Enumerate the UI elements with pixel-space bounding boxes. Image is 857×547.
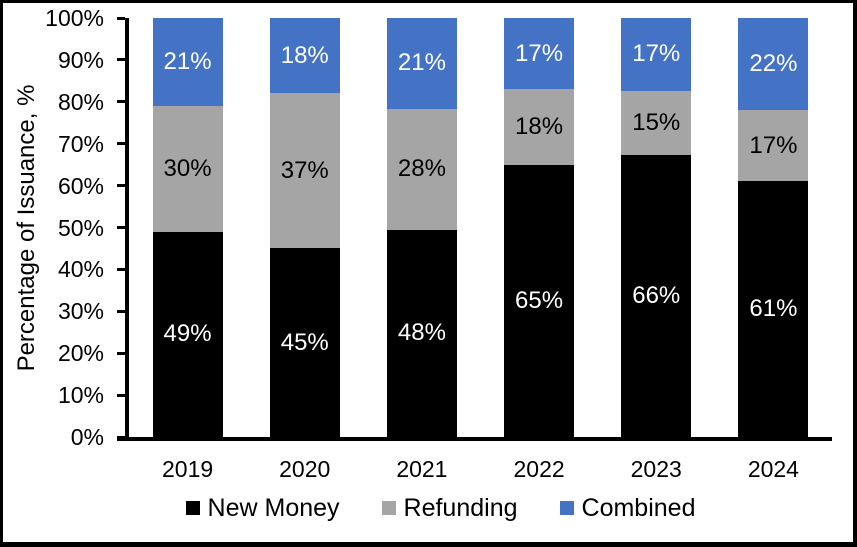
bar-segment-value-label: 18% [515, 112, 564, 140]
bar-segment-2024-refunding: 17% [738, 110, 809, 182]
y-tick-label-50pct: 50% [57, 214, 104, 241]
legend-item-combined: Combined [559, 493, 696, 523]
x-axis-label-2022: 2022 [513, 456, 565, 482]
y-tick-mark [117, 309, 125, 313]
y-tick-label-10pct: 10% [57, 382, 104, 409]
y-tick-mark [117, 184, 125, 188]
y-tick-mark [117, 16, 125, 20]
x-axis-label-2024: 2024 [747, 456, 799, 482]
x-axis-label-2021: 2021 [396, 456, 448, 482]
legend-label-combined: Combined [581, 493, 696, 522]
bar-segment-2022-new-money: 65% [504, 164, 575, 437]
bar-segment-2024-combined: 22% [738, 18, 809, 111]
bar-segment-value-label: 22% [749, 50, 798, 78]
bar-segment-2021-combined: 21% [386, 18, 457, 109]
x-axis-label-2020: 2020 [279, 456, 331, 482]
bar-segment-2023-refunding: 15% [621, 90, 692, 155]
bar-segment-value-label: 45% [280, 328, 329, 356]
y-tick-label-80pct: 80% [57, 88, 104, 115]
legend-swatch-combined [559, 501, 574, 515]
bar-segment-2023-new-money: 66% [621, 154, 692, 437]
bar-segment-value-label: 15% [632, 108, 681, 136]
y-tick-label-30pct: 30% [57, 298, 104, 325]
bar-segment-value-label: 65% [515, 286, 564, 314]
y-tick-label-60pct: 60% [57, 172, 104, 199]
x-axis-label-2019: 2019 [161, 456, 214, 482]
y-tick-mark [117, 267, 125, 271]
bar-segment-2024-new-money: 61% [738, 181, 809, 437]
y-tick-label-20pct: 20% [57, 340, 104, 367]
y-tick-mark [117, 351, 125, 355]
bar-segment-2022-refunding: 18% [504, 89, 575, 165]
legend-item-refunding: Refunding [381, 493, 518, 523]
bar-segment-2021-refunding: 28% [386, 108, 457, 230]
legend-item-new-money: New Money [185, 493, 340, 523]
bar-segment-2019-refunding: 30% [152, 105, 223, 232]
y-tick-mark [117, 142, 125, 146]
bar-segment-value-label: 21% [397, 49, 446, 77]
bar-segment-value-label: 37% [280, 156, 329, 184]
bar-segment-value-label: 48% [397, 319, 446, 347]
y-tick-label-90pct: 90% [57, 46, 104, 73]
chart-legend: New Money Refunding Combined [0, 492, 857, 524]
bar-segment-2020-refunding: 37% [269, 93, 340, 249]
y-tick-label-100pct: 100% [45, 5, 104, 31]
y-axis-line [125, 18, 129, 441]
bar-segment-value-label: 49% [163, 320, 212, 348]
bar-segment-2019-combined: 21% [152, 18, 223, 106]
legend-label-new-money: New Money [207, 493, 340, 522]
legend-label-refunding: Refunding [403, 493, 518, 522]
x-axis-line [117, 437, 832, 441]
bar-segment-value-label: 30% [163, 154, 212, 182]
x-axis-label-2023: 2023 [630, 456, 682, 482]
bar-segment-value-label: 17% [749, 131, 798, 159]
bar-segment-2020-combined: 18% [269, 18, 340, 94]
bar-segment-2021-new-money: 48% [386, 229, 457, 437]
bar-segment-value-label: 66% [632, 281, 681, 309]
bar-segment-value-label: 28% [397, 155, 446, 183]
y-tick-mark [117, 58, 125, 62]
y-tick-label-0pct: 0% [70, 424, 104, 450]
bar-segment-value-label: 17% [515, 39, 564, 67]
bar-segment-value-label: 17% [632, 40, 681, 68]
bar-segment-2019-new-money: 49% [152, 231, 223, 437]
bar-segment-2022-combined: 17% [504, 18, 575, 90]
y-tick-label-40pct: 40% [57, 256, 104, 283]
bar-segment-value-label: 18% [280, 41, 329, 69]
legend-swatch-refunding [381, 501, 396, 515]
y-tick-mark [117, 226, 125, 229]
bar-segment-2023-combined: 17% [621, 18, 692, 91]
y-tick-mark [117, 100, 125, 104]
y-tick-label-70pct: 70% [57, 130, 104, 157]
y-tick-mark [117, 393, 125, 397]
legend-swatch-new-money [185, 501, 200, 515]
bar-segment-value-label: 21% [163, 47, 212, 75]
bar-segment-value-label: 61% [749, 295, 798, 323]
bar-segment-2020-new-money: 45% [269, 248, 340, 437]
